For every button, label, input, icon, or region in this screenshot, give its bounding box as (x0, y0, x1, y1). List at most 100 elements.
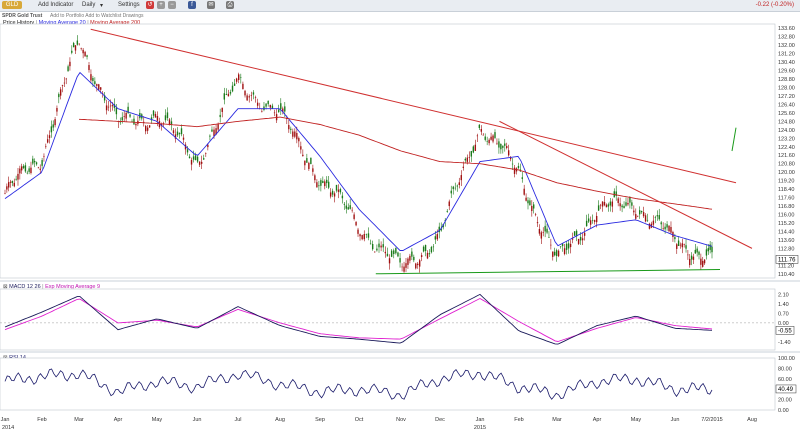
price-candle (19, 168, 21, 174)
price-candle (652, 220, 655, 225)
price-candle (527, 200, 529, 204)
price-candle (37, 167, 40, 169)
price-candle (509, 157, 512, 160)
price-candle (28, 168, 30, 172)
price-candle (58, 94, 60, 98)
price-candle (154, 114, 157, 118)
x-axis-label: Mar (552, 417, 562, 423)
price-candle (666, 224, 668, 228)
price-candle (498, 141, 500, 148)
price-candle (482, 134, 484, 136)
price-candle (26, 172, 28, 174)
macd-y-tick: 1.40 (778, 302, 789, 308)
x-axis-label: Mar (74, 417, 84, 423)
price-candle (46, 139, 49, 143)
price-candle (692, 256, 695, 260)
price-candle (627, 202, 629, 205)
price-candle (591, 220, 594, 221)
price-candle (359, 234, 361, 237)
price-candle (131, 121, 133, 122)
symbol-badge[interactable]: GLD (2, 1, 22, 9)
price-candle (687, 254, 689, 256)
price-candle (430, 246, 433, 253)
reset-icon[interactable]: ↺ (146, 1, 154, 9)
price-candle (573, 231, 576, 236)
macd-collapse-icon[interactable]: ⊠ (3, 284, 10, 290)
price-candle (9, 181, 12, 183)
price-candle (363, 234, 365, 240)
price-candle (700, 258, 702, 265)
legend-macd: MACD 12 26 (9, 284, 41, 290)
price-candle (644, 215, 647, 222)
price-candle (603, 201, 606, 206)
price-candle (677, 240, 680, 247)
price-candle (65, 78, 67, 80)
price-candle (294, 131, 296, 137)
macd-line (4, 293, 713, 345)
macd-last-label: -0.55 (778, 328, 792, 334)
interval-select[interactable]: Daily (82, 2, 96, 8)
facebook-icon[interactable]: f (188, 1, 196, 9)
price-candle (579, 236, 582, 241)
add-indicator-button[interactable]: Add Indicator (38, 2, 74, 8)
price-candle (424, 245, 427, 252)
price-candle (63, 82, 66, 84)
price-candle (376, 248, 378, 251)
price-candle (559, 246, 562, 247)
price-candle (617, 198, 619, 203)
price-candle (182, 137, 185, 140)
price-candle (401, 266, 403, 268)
price-candle (156, 116, 159, 121)
price-candle (298, 138, 300, 142)
price-candle (357, 229, 359, 234)
price-candle (184, 144, 187, 150)
email-icon[interactable]: ✉ (207, 1, 215, 9)
price-y-tick: 128.00 (778, 86, 795, 92)
price-candle (502, 145, 504, 148)
price-candle (707, 248, 709, 252)
price-candle (324, 181, 326, 187)
price-candle (436, 234, 438, 240)
price-y-tick: 120.00 (778, 170, 795, 176)
price-candle (39, 168, 41, 170)
price-candle (629, 197, 631, 203)
x-axis-label: Feb (37, 417, 46, 423)
price-candle (517, 165, 520, 168)
macd-y-tick: 0.70 (778, 311, 789, 317)
price-candle (335, 184, 338, 191)
macd-last-box (775, 326, 795, 335)
subbar-links[interactable]: Add to Portfolio Add to Watchlist Drawin… (50, 13, 144, 19)
price-candle (256, 102, 259, 106)
price-candle (280, 103, 282, 110)
price-candle (94, 81, 96, 85)
price-candle (374, 251, 376, 253)
price-candle (8, 182, 10, 188)
price-candle (343, 203, 346, 205)
price-candle (563, 248, 566, 255)
price-candle (478, 124, 481, 129)
price-candle (98, 84, 100, 90)
price-candle (125, 112, 127, 119)
print-icon[interactable]: ⎙ (226, 1, 234, 9)
price-y-tick: 127.20 (778, 94, 795, 100)
zoom-in-icon[interactable]: + (157, 1, 165, 9)
settings-button[interactable]: Settings (118, 2, 140, 8)
price-panel-frame (0, 23, 776, 279)
chevron-down-icon[interactable]: ▾ (100, 3, 104, 9)
price-candle (561, 243, 564, 247)
price-candle (504, 143, 506, 146)
price-candle (233, 83, 236, 86)
price-candle (180, 128, 183, 135)
price-candle (282, 108, 284, 112)
price-candle (648, 223, 651, 229)
price-candle (129, 114, 131, 117)
rsi-y-tick: 100.00 (778, 356, 795, 362)
price-candle (567, 243, 570, 249)
price-candle (238, 74, 240, 80)
zoom-out-icon[interactable]: − (168, 1, 176, 9)
price-candle (511, 163, 514, 165)
price-candle (304, 160, 306, 166)
price-candle (4, 193, 6, 194)
price-candle (553, 251, 556, 256)
